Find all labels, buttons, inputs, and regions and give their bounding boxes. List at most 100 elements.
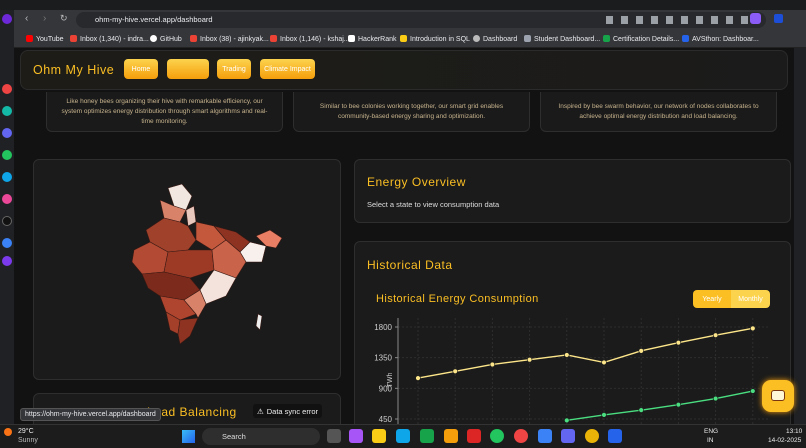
temperature[interactable]: 29°C	[18, 428, 34, 435]
taskbar-app[interactable]	[349, 429, 363, 443]
sidebar-icon[interactable]	[2, 14, 12, 24]
search-label: Search	[222, 432, 246, 441]
bookmark[interactable]: Student Dashboard...	[524, 35, 600, 43]
clock-date[interactable]: 14-02-2025	[768, 437, 802, 444]
map-state[interactable]	[185, 205, 197, 227]
map-state[interactable]	[199, 269, 237, 305]
taskbar-app[interactable]	[490, 429, 504, 443]
error-badge: ⚠ Data sync error	[253, 404, 323, 418]
data-point	[415, 375, 421, 381]
taskbar-app[interactable]	[396, 429, 410, 443]
search-box[interactable]: Search	[202, 428, 320, 445]
warning-icon: ⚠	[257, 406, 264, 416]
forward-button[interactable]: ›	[43, 13, 47, 24]
bookmark[interactable]: Dashboard	[473, 35, 517, 43]
bookmark[interactable]: Introduction in SQL	[400, 35, 470, 43]
bookmark[interactable]: AVSthon: Dashboar...	[682, 35, 759, 43]
y-tick-label: 450	[379, 415, 393, 424]
bookmark[interactable]: HackerRank	[348, 35, 397, 43]
taskbar-app[interactable]	[420, 429, 434, 443]
bookmark[interactable]: Inbox (38) - ajinkyak...	[190, 35, 269, 43]
nav-button[interactable]: Home	[124, 59, 158, 79]
bookmark-label: AVSthon: Dashboar...	[692, 36, 759, 43]
profile-icon[interactable]	[750, 13, 761, 24]
data-point	[675, 401, 682, 408]
back-button[interactable]: ‹	[25, 13, 29, 24]
feature-card: Similar to bee colonies working together…	[293, 92, 530, 132]
map-island[interactable]	[255, 313, 263, 331]
nav-label: Home	[131, 65, 151, 73]
series-line	[566, 390, 753, 422]
data-point	[712, 332, 719, 338]
nav-button[interactable]: Climate Impact	[260, 59, 315, 79]
sidebar-icon[interactable]	[2, 128, 12, 138]
start-button[interactable]	[182, 430, 195, 443]
y-tick-label: 1350	[374, 354, 392, 363]
region[interactable]: IN	[707, 437, 714, 444]
language[interactable]: ENG	[704, 428, 719, 435]
sidebar-icon[interactable]	[2, 216, 12, 226]
taskbar-app[interactable]	[372, 429, 386, 443]
sidebar-icon[interactable]	[2, 194, 12, 204]
taskbar-app[interactable]	[608, 429, 622, 443]
sidebar-icon[interactable]	[2, 256, 12, 266]
nav-button[interactable]	[167, 59, 209, 79]
status-url-text: https://ohm-my-hive.vercel.app/dashboard	[25, 411, 156, 418]
toolbar: ‹ › ↻ ohm-my-hive.vercel.app/dashboard	[0, 10, 806, 31]
bookmark[interactable]: Certification Details...	[603, 35, 679, 43]
map-state[interactable]	[167, 183, 193, 211]
map-state[interactable]	[159, 199, 187, 223]
bookmark[interactable]: YouTube	[26, 35, 64, 43]
reload-button[interactable]: ↻	[60, 13, 68, 23]
map-state[interactable]	[183, 289, 207, 319]
data-point	[750, 388, 756, 394]
bookmark-label: GitHub	[160, 36, 182, 43]
taskbar-app[interactable]	[327, 429, 341, 443]
brand[interactable]: Ohm My Hive	[33, 63, 115, 77]
historical-title: Historical Data	[367, 258, 453, 272]
taskbar-app[interactable]	[585, 429, 599, 443]
taskbar-app[interactable]	[561, 429, 575, 443]
weather[interactable]: Sunny	[18, 437, 38, 444]
data-point	[489, 361, 496, 368]
map-state[interactable]	[177, 317, 199, 345]
bookmark[interactable]: GitHub	[150, 35, 182, 43]
historical-card: Historical Data Historical Energy Consum…	[354, 241, 791, 441]
sidebar-icon[interactable]	[2, 172, 12, 182]
india-map[interactable]	[131, 183, 283, 345]
bookmark[interactable]: Inbox (1,146) - kshaj...	[270, 35, 350, 43]
feature-card: Inspired by bee swarm behavior, our netw…	[540, 92, 777, 132]
sidebar-icon[interactable]	[2, 106, 12, 116]
bookmark[interactable]: Inbox (1,340) - indra...	[70, 35, 149, 43]
sidebar-icon[interactable]	[2, 150, 12, 160]
bookmark-label: Dashboard	[483, 36, 518, 43]
toggle-button[interactable]: Monthly	[731, 290, 770, 308]
bookmark-label: Inbox (1,146) - kshaj...	[280, 36, 350, 43]
extension-icons[interactable]	[606, 16, 756, 24]
extension-icon[interactable]	[774, 14, 783, 23]
map-state[interactable]	[159, 295, 197, 321]
toggle-label: Monthly	[738, 295, 763, 303]
taskbar-app[interactable]	[444, 429, 458, 443]
overview-title: Energy Overview	[367, 175, 466, 189]
clock-time[interactable]: 13:10	[786, 428, 803, 435]
bookmark-label: Inbox (38) - ajinkyak...	[200, 36, 269, 43]
chat-button[interactable]	[762, 380, 794, 412]
series-line	[417, 327, 753, 379]
taskbar-app[interactable]	[538, 429, 552, 443]
omnibox[interactable]	[76, 12, 766, 28]
sidebar-icon[interactable]	[2, 84, 12, 94]
feature-text: Similar to bee colonies working together…	[319, 102, 504, 120]
sidebar-icon[interactable]	[2, 238, 12, 248]
taskbar-app[interactable]	[467, 429, 481, 443]
data-point	[601, 412, 607, 418]
data-point	[675, 339, 682, 346]
chat-icon	[771, 390, 785, 401]
map-state[interactable]	[255, 229, 283, 249]
sidebar	[0, 10, 14, 424]
taskbar-app[interactable]	[514, 429, 528, 443]
data-point	[638, 407, 644, 413]
nav-button[interactable]: Trading	[217, 59, 251, 79]
toggle-button[interactable]: Yearly	[693, 290, 731, 308]
